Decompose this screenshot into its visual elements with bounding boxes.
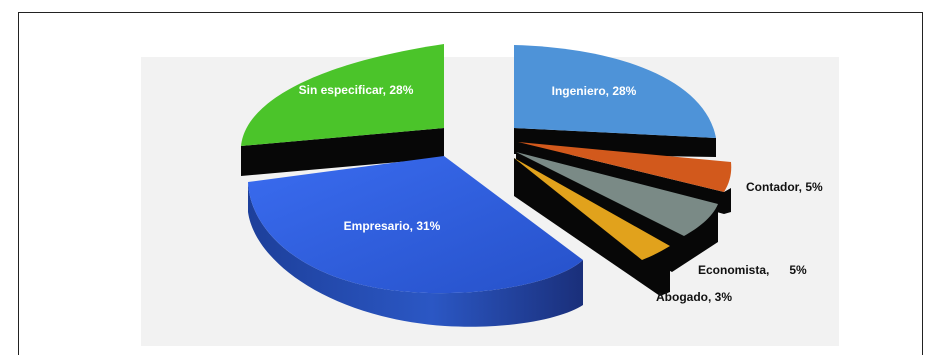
slice-sin-especificar	[241, 44, 444, 146]
slice-empresario-side	[248, 182, 583, 327]
label-contador: Contador, 5%	[746, 180, 823, 194]
slice-economista	[516, 152, 718, 236]
slice-contador-side	[724, 188, 731, 214]
slice-empresario	[248, 156, 583, 294]
label-ingeniero: Ingeniero, 28%	[552, 84, 637, 98]
label-abogado: Abogado, 3%	[656, 290, 732, 304]
slice-sin-especificar-side	[241, 128, 444, 176]
label-sin-especificar: Sin especificar, 28%	[299, 83, 414, 97]
slice-contador	[518, 142, 732, 192]
slice-abogado	[514, 158, 670, 260]
label-economista: Economista, 5%	[698, 263, 807, 277]
slice-economista-side	[516, 152, 718, 272]
label-empresario: Empresario, 31%	[344, 219, 441, 233]
slice-abogado-side	[514, 158, 670, 296]
slice-ingeniero	[514, 45, 716, 138]
